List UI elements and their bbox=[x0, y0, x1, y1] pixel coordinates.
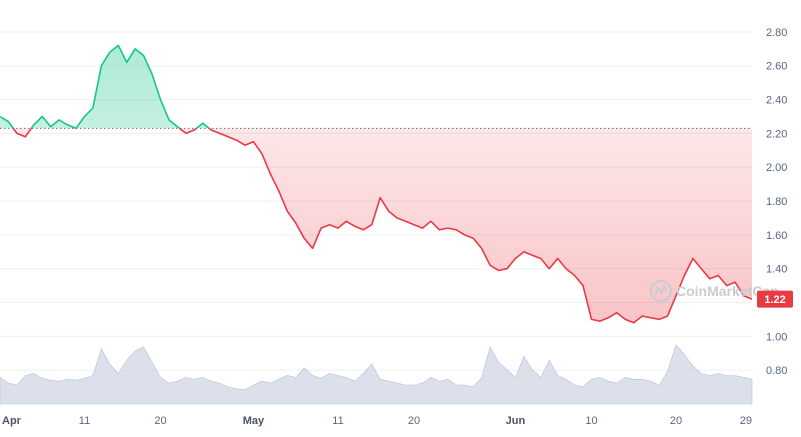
x-tick-label: Jun bbox=[506, 415, 526, 427]
x-tick-label: 11 bbox=[332, 415, 343, 427]
fill-above-baseline bbox=[0, 45, 752, 129]
x-tick-label: 20 bbox=[670, 415, 682, 427]
price-fill bbox=[0, 45, 752, 323]
y-tick-label: 0.80 bbox=[766, 365, 787, 377]
x-tick-label: 20 bbox=[154, 415, 166, 427]
last-price-badge-bg bbox=[757, 290, 793, 308]
y-tick-label: 2.40 bbox=[766, 95, 787, 107]
y-tick-label: 1.60 bbox=[766, 230, 787, 242]
x-tick-label: Apr bbox=[2, 415, 22, 427]
y-tick-label: 1.00 bbox=[766, 331, 787, 343]
y-axis-ticks: 0.801.001.201.401.601.802.002.202.402.60… bbox=[766, 27, 787, 377]
x-tick-label: May bbox=[243, 415, 265, 427]
x-tick-label: 20 bbox=[408, 415, 420, 427]
coinmarketcap-logo-icon bbox=[649, 279, 673, 303]
last-price-badge: 1.22 bbox=[757, 290, 793, 308]
y-tick-label: 1.40 bbox=[766, 264, 787, 276]
y-tick-label: 2.20 bbox=[766, 128, 787, 140]
watermark-text: CoinMarketCap bbox=[676, 283, 779, 299]
last-price-badge-text: 1.22 bbox=[764, 294, 785, 306]
x-tick-label: 11 bbox=[79, 415, 90, 427]
volume-area bbox=[0, 344, 753, 405]
price-line-up[interactable] bbox=[0, 44, 752, 322]
y-tick-label: 2.60 bbox=[766, 61, 787, 73]
x-tick-label: 29 bbox=[740, 415, 752, 427]
y-tick-label: 1.80 bbox=[766, 196, 787, 208]
fill-below-baseline bbox=[13, 128, 752, 323]
x-tick-label: 10 bbox=[585, 415, 597, 427]
watermark: CoinMarketCap bbox=[649, 279, 779, 303]
price-line-down[interactable] bbox=[0, 45, 753, 324]
y-tick-label: 2.00 bbox=[766, 162, 787, 174]
y-tick-label: 2.80 bbox=[766, 27, 787, 39]
x-axis-ticks: Apr 11 20 May 11 20 Jun 10 20 29 bbox=[2, 415, 752, 427]
price-line[interactable] bbox=[0, 44, 753, 324]
volume-area-path bbox=[0, 344, 753, 405]
